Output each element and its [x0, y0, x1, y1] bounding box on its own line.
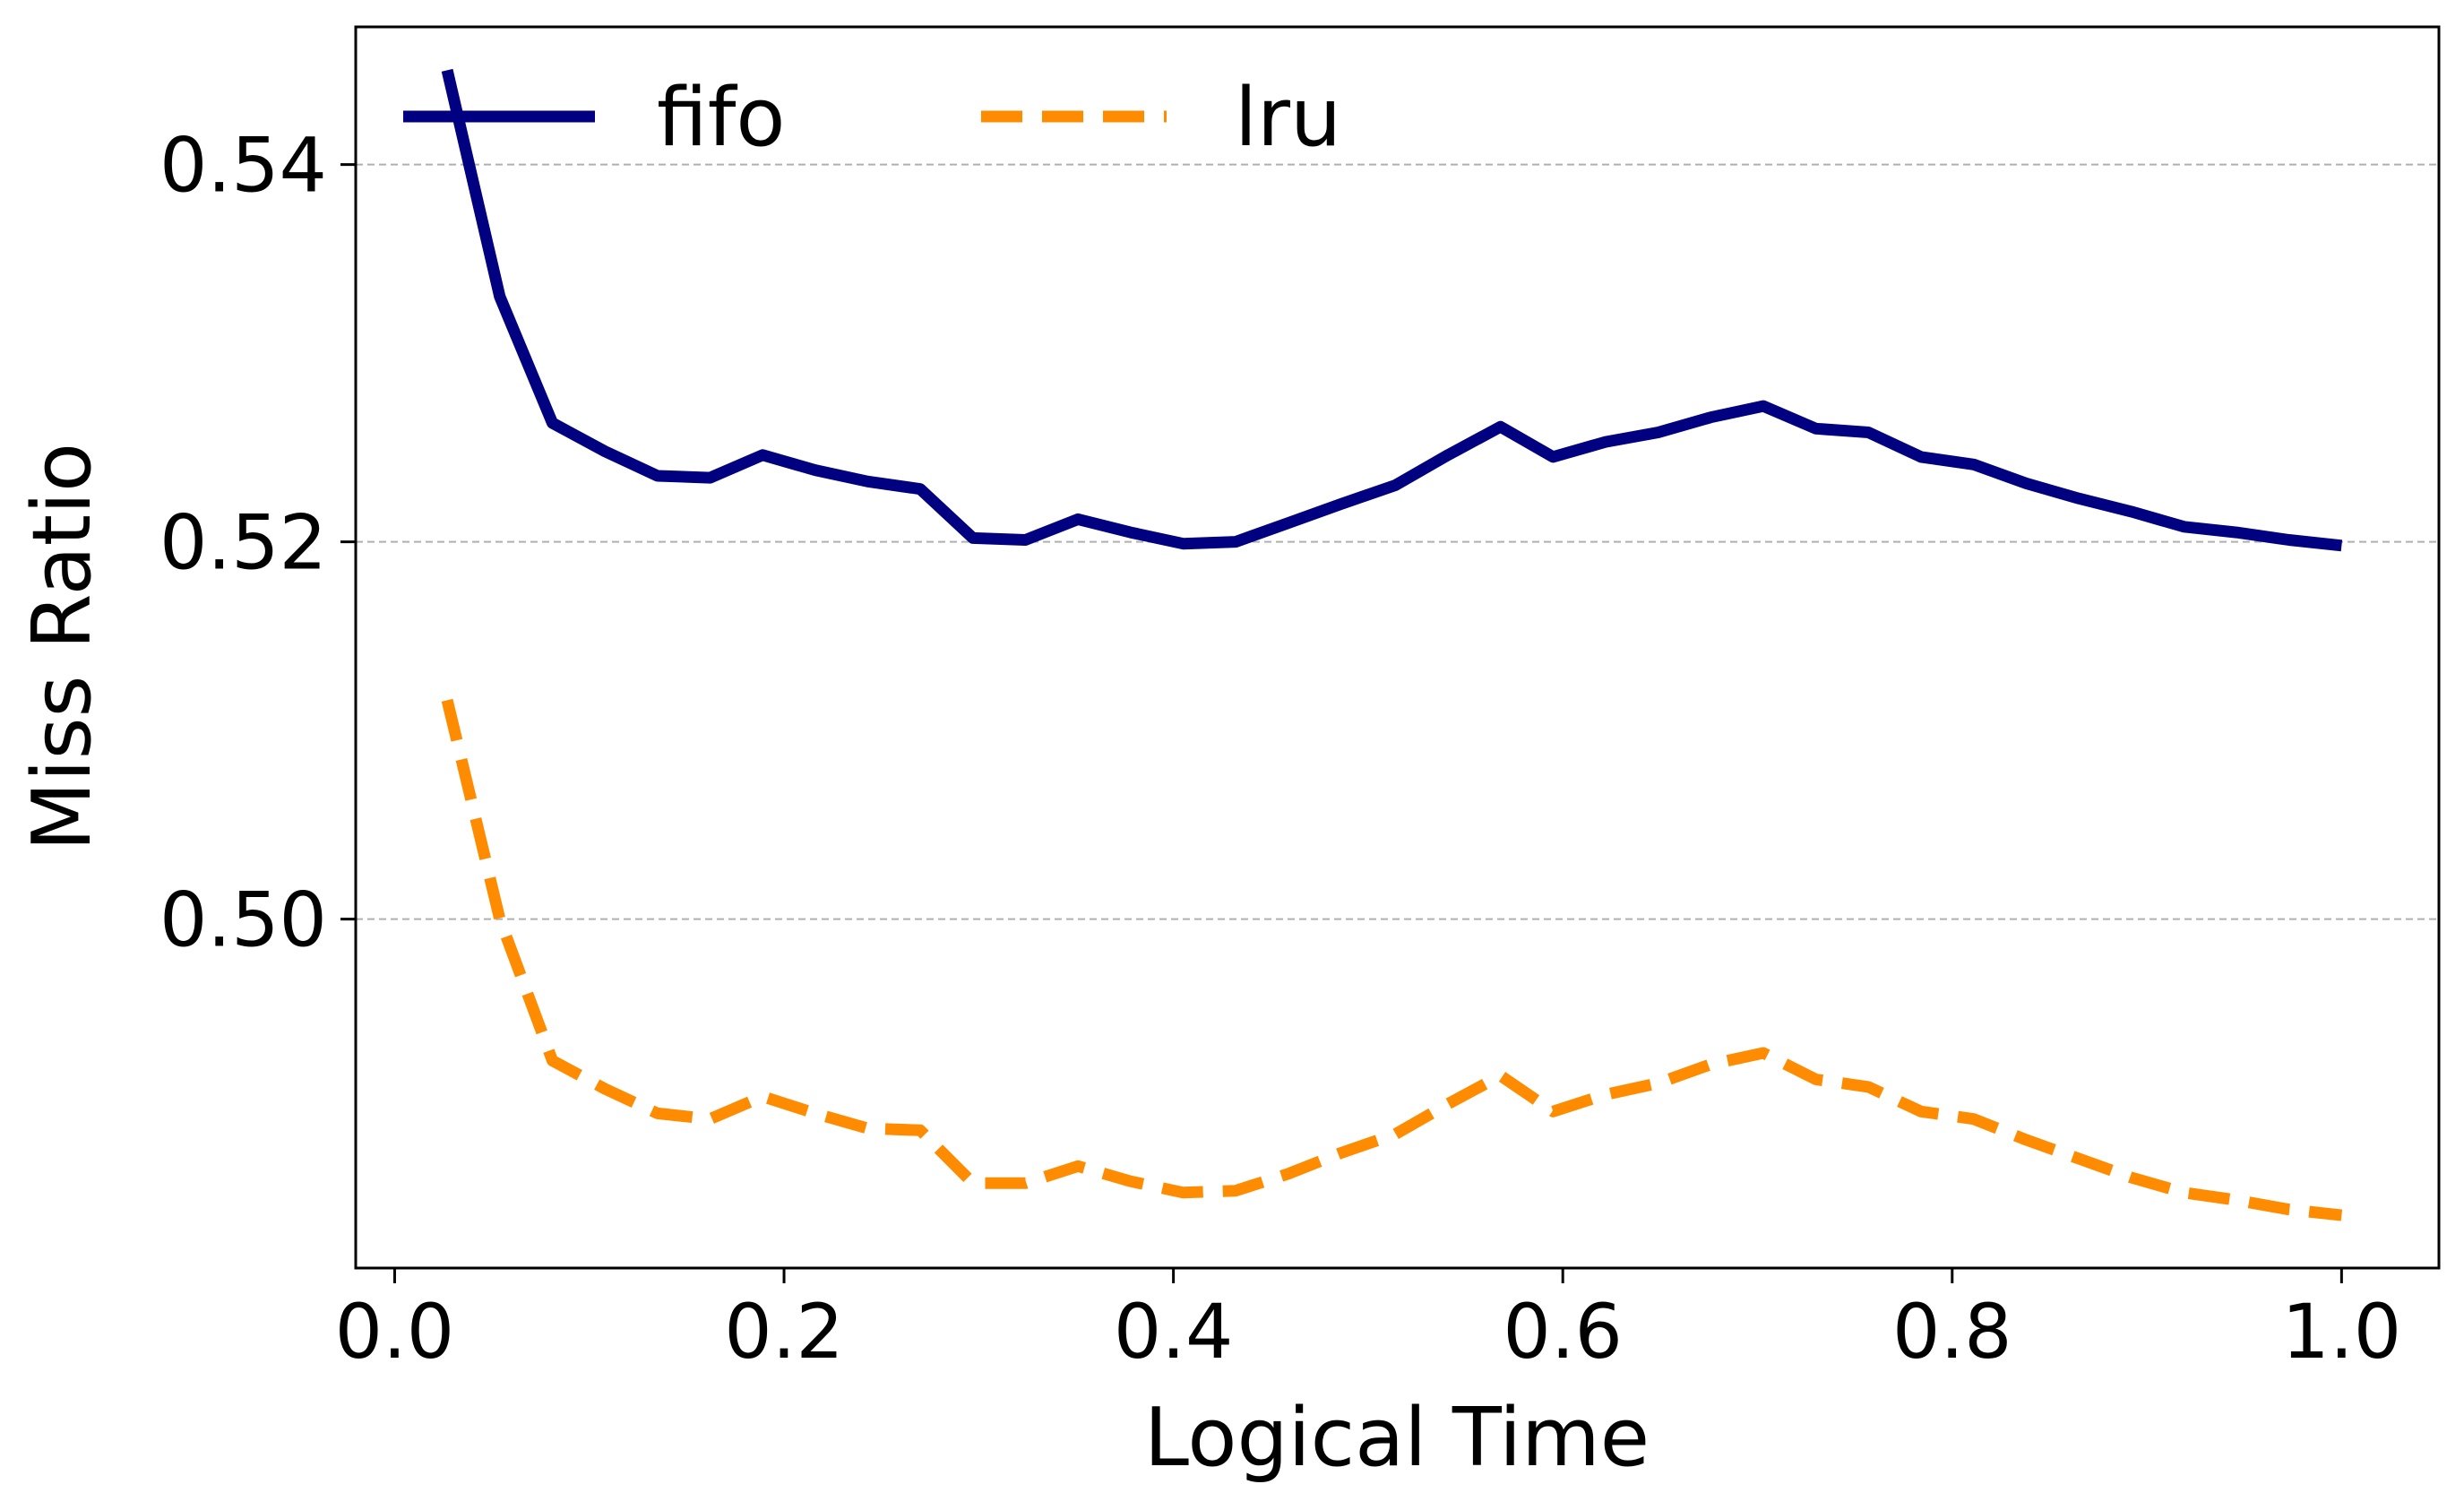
y-axis-title: Miss Ratio — [15, 443, 109, 851]
x-axis-title: Logical Time — [1144, 1391, 1650, 1485]
x-tick-label: 0.2 — [724, 1288, 844, 1376]
legend-label-lru: lru — [1235, 71, 1341, 165]
series-line-fifo — [441, 68, 2343, 552]
x-tick-label: 0.4 — [1114, 1288, 1234, 1376]
x-tick-label: 0.8 — [1892, 1288, 2012, 1376]
y-tick-label: 0.52 — [159, 499, 327, 587]
x-tick-label: 1.0 — [2282, 1288, 2402, 1376]
grid-lines — [356, 163, 2439, 920]
legend: fifo lru — [403, 71, 1341, 165]
y-tick-label: 0.50 — [159, 876, 327, 964]
y-tick-label: 0.54 — [159, 122, 327, 210]
x-tick-label: 0.0 — [335, 1288, 455, 1376]
x-tick-label: 0.6 — [1503, 1288, 1623, 1376]
plot-area-frame — [354, 25, 2441, 1270]
series-lines — [441, 68, 2343, 1221]
axis-ticks: 0.50 0.52 0.54 0.0 0.2 0.4 0.6 0.8 1.0 — [159, 122, 2401, 1376]
series-line-lru — [441, 698, 2343, 1221]
legend-label-fifo: fifo — [657, 71, 785, 165]
